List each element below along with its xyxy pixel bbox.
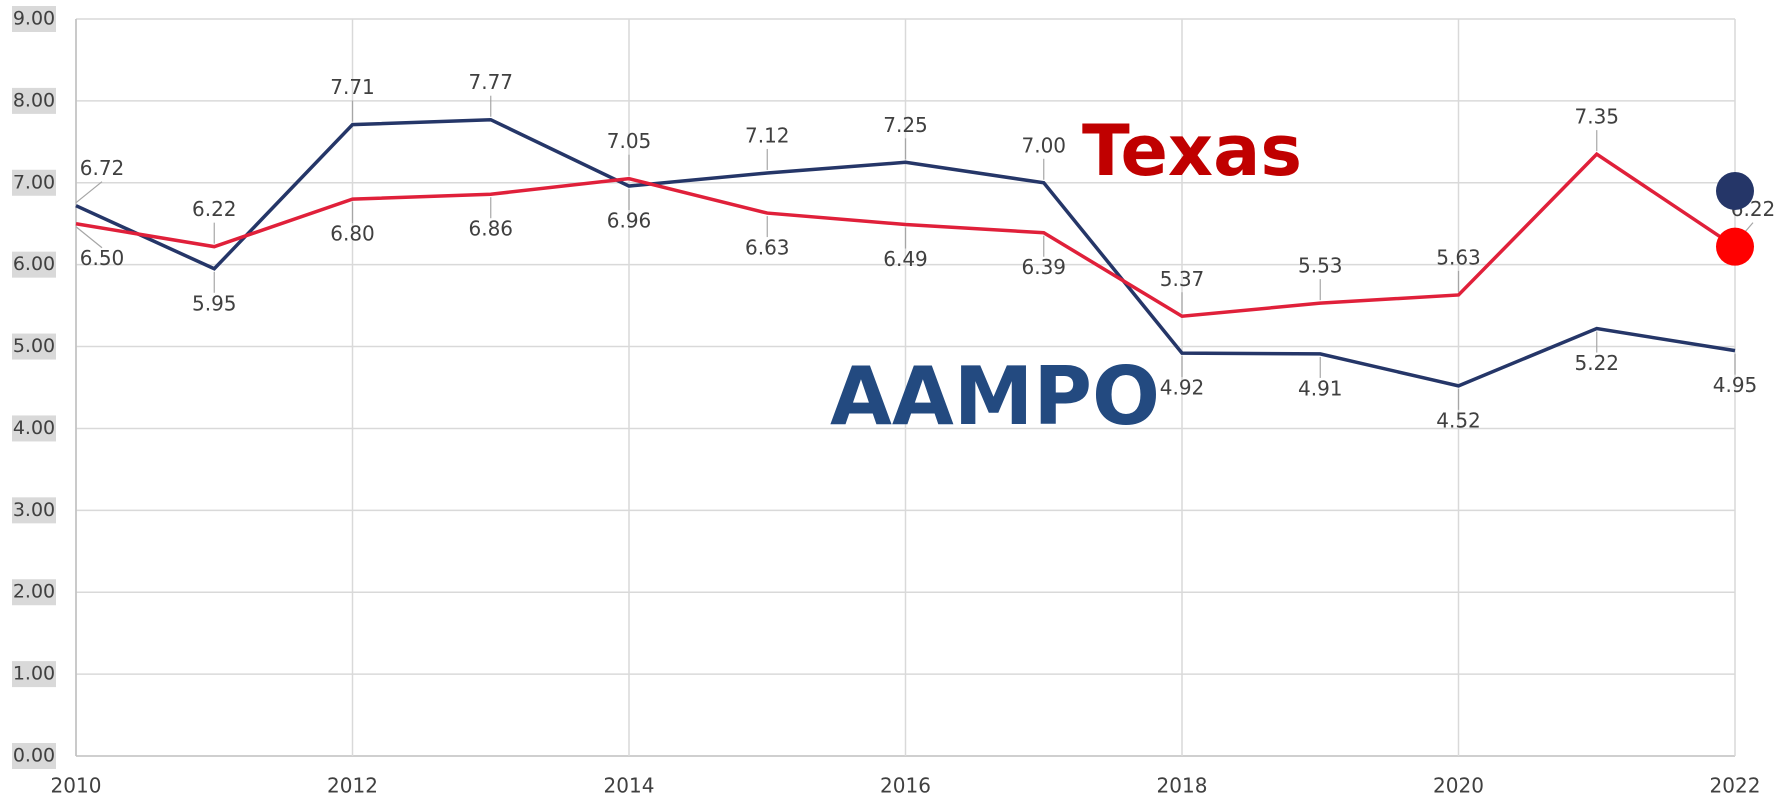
data-label: 7.35 (1574, 105, 1619, 129)
x-tick-label: 2020 (1433, 774, 1484, 796)
y-tick-label: 5.00 (13, 335, 55, 357)
y-label-bg (12, 333, 56, 360)
y-label-bg (12, 415, 56, 442)
series-line (75, 117, 1736, 388)
y-tick-label: 0.00 (13, 745, 55, 767)
data-label: 6.80 (330, 222, 375, 246)
data-label: 7.71 (330, 75, 375, 99)
x-tick-label: 2016 (880, 774, 931, 796)
data-label: 7.77 (468, 70, 513, 94)
y-label-bg (12, 6, 56, 32)
series-label: AAMPO (830, 350, 1160, 443)
data-label: 7.12 (745, 123, 790, 147)
y-label-bg (12, 169, 56, 196)
data-label: 5.22 (1574, 351, 1619, 375)
y-tick-label: 1.00 (13, 663, 55, 685)
leader-line (75, 226, 103, 249)
data-label: 5.37 (1160, 267, 1205, 291)
x-tick-label: 2010 (51, 774, 102, 796)
data-label: 6.72 (80, 156, 125, 180)
data-label: 7.25 (883, 113, 928, 137)
y-label-backgrounds (12, 6, 56, 769)
data-label: 4.91 (1298, 376, 1343, 400)
y-tick-label: 3.00 (13, 499, 55, 521)
y-tick-label: 2.00 (13, 581, 55, 603)
data-label: 4.52 (1436, 408, 1481, 432)
data-label: 6.86 (468, 217, 513, 241)
data-label: 6.96 (607, 209, 652, 233)
data-label: 7.05 (607, 129, 652, 153)
x-tick-label: 2022 (1710, 774, 1761, 796)
series-line (75, 151, 1736, 319)
y-label-bg (12, 497, 56, 524)
data-label: 5.63 (1436, 245, 1481, 269)
y-label-bg (12, 579, 56, 606)
y-tick-label: 8.00 (13, 89, 55, 111)
y-tick-label: 9.00 (13, 8, 55, 30)
data-label: 6.50 (80, 246, 125, 270)
y-tick-label: 6.00 (13, 253, 55, 275)
data-label: 6.39 (1021, 255, 1066, 279)
y-label-bg (12, 661, 56, 688)
data-label: 6.49 (883, 247, 928, 271)
x-tick-label: 2014 (604, 774, 655, 796)
data-label: 5.53 (1298, 254, 1343, 278)
data-label: 5.95 (192, 291, 237, 315)
y-label-bg (12, 251, 56, 278)
y-tick-label: 7.00 (13, 171, 55, 193)
y-tick-label: 4.00 (13, 417, 55, 439)
data-label: 4.92 (1160, 376, 1205, 400)
y-label-bg (12, 87, 56, 114)
leader-line (75, 181, 103, 204)
end-marker (1716, 171, 1754, 210)
x-tick-label: 2018 (1157, 774, 1208, 796)
x-tick-label: 2012 (327, 774, 378, 796)
data-label: 4.95 (1713, 373, 1758, 397)
series-label: Texas (1082, 110, 1302, 192)
data-label: 6.22 (192, 197, 237, 221)
data-label: 7.00 (1021, 133, 1066, 157)
end-marker (1716, 227, 1754, 266)
y-label-bg (12, 743, 56, 769)
data-label: 6.63 (745, 236, 790, 260)
